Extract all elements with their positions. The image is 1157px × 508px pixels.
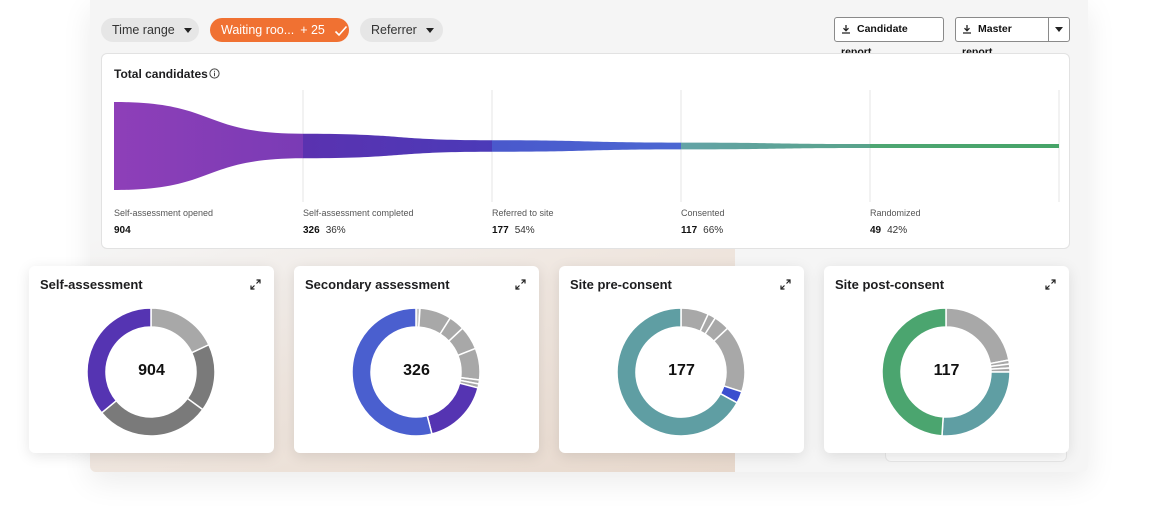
- donut-center-value: 904: [138, 362, 165, 379]
- donut-segment[interactable]: [150, 307, 210, 354]
- waiting-room-count: + 25: [300, 23, 325, 37]
- stage-label: Randomized: [870, 208, 921, 218]
- funnel-band: [492, 140, 681, 152]
- stage-value: 904: [114, 225, 137, 236]
- stage-count: 177: [492, 225, 509, 236]
- site-pre-consent-card: Site pre-consent 177: [559, 266, 804, 453]
- donut-segment[interactable]: [100, 397, 204, 437]
- stage-label: Referred to site: [492, 208, 554, 218]
- referrer-label: Referrer: [371, 23, 417, 37]
- funnel-band: [870, 144, 1059, 148]
- download-icon: [842, 25, 850, 34]
- stage-value: 177 54%: [492, 225, 535, 236]
- donut-segment[interactable]: [941, 371, 1011, 437]
- waiting-room-label: Waiting roo...: [221, 23, 295, 37]
- card-title: Self-assessment: [40, 277, 143, 292]
- funnel-title: Total candidates: [114, 67, 208, 81]
- secondary-assessment-card: Secondary assessment 326: [294, 266, 539, 453]
- stage-value: 117 66%: [681, 225, 723, 236]
- funnel-band: [114, 102, 303, 190]
- referrer-filter[interactable]: Referrer: [360, 18, 443, 42]
- donut-segment[interactable]: [616, 307, 739, 437]
- donut-segment[interactable]: [945, 307, 1010, 365]
- total-candidates-card: Total candidates Self-assessment opened 9…: [101, 53, 1070, 249]
- card-title: Site pre-consent: [570, 277, 672, 292]
- funnel-band: [681, 142, 870, 150]
- stage-count: 49: [870, 225, 882, 236]
- waiting-room-filter[interactable]: Waiting roo... + 25: [210, 18, 349, 42]
- stage-value: 49 42%: [870, 225, 907, 236]
- stage-percent: 42%: [887, 225, 908, 236]
- stage-percent: 54%: [514, 225, 535, 236]
- site-post-consent-donut: [881, 307, 1011, 437]
- stage-label: Self-assessment opened: [114, 208, 214, 218]
- secondary-assessment-donut: [351, 307, 481, 437]
- donut-center-value: 177: [668, 362, 695, 379]
- caret-down-icon: [425, 28, 434, 34]
- expand-icon[interactable]: [515, 279, 526, 290]
- master-report-dropdown[interactable]: [1048, 17, 1070, 42]
- donut-segment[interactable]: [712, 327, 746, 393]
- donut-center-value: 326: [403, 362, 430, 379]
- time-range-label: Time range: [112, 23, 175, 37]
- stage-label: Self-assessment completed: [303, 208, 414, 218]
- candidate-report-button[interactable]: Candidate report: [834, 17, 944, 58]
- donut-segment[interactable]: [86, 307, 152, 414]
- check-icon: [335, 25, 348, 36]
- download-icon: [963, 25, 971, 34]
- info-icon[interactable]: [209, 68, 220, 79]
- donut-center-value: 117: [933, 362, 960, 379]
- stage-count: 117: [681, 225, 698, 236]
- time-range-filter[interactable]: Time range: [101, 18, 199, 42]
- funnel-band: [303, 133, 492, 159]
- donut-segment[interactable]: [351, 307, 433, 437]
- site-pre-consent-donut: [616, 307, 746, 437]
- donut-segment[interactable]: [426, 382, 479, 435]
- stage-count: 326: [303, 225, 320, 236]
- stage-percent: 66%: [703, 225, 724, 236]
- card-title: Site post-consent: [835, 277, 945, 292]
- expand-icon[interactable]: [1045, 279, 1056, 290]
- stage-label: Consented: [681, 208, 725, 218]
- self-assessment-donut: [86, 307, 216, 437]
- donut-segment[interactable]: [881, 307, 947, 437]
- caret-down-icon: [1055, 27, 1063, 32]
- self-assessment-card: Self-assessment 904: [29, 266, 274, 453]
- stage-value: 326 36%: [303, 225, 346, 236]
- caret-down-icon: [183, 28, 192, 34]
- stage-count: 904: [114, 225, 131, 236]
- funnel-chart: [114, 90, 1060, 202]
- expand-icon[interactable]: [250, 279, 261, 290]
- site-post-consent-card: Site post-consent 117: [824, 266, 1069, 453]
- expand-icon[interactable]: [780, 279, 791, 290]
- stage-percent: 36%: [325, 225, 346, 236]
- card-title: Secondary assessment: [305, 277, 450, 292]
- master-report-button[interactable]: Master report: [955, 17, 1049, 58]
